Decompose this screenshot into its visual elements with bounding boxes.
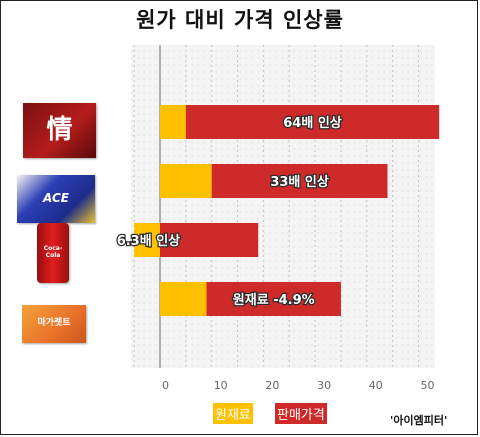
legend-raw-material: 원재료	[213, 403, 253, 424]
choco-pie-box-icon: 情	[23, 103, 96, 158]
legend-sale-price-label: 판매가격	[275, 403, 327, 424]
bar-raw-material	[160, 164, 212, 198]
bar-raw-material	[160, 105, 186, 139]
x-tick-label: 40	[369, 379, 383, 392]
x-tick-label: 10	[214, 379, 228, 392]
data-label: 64배 인상	[283, 115, 342, 131]
source-credit: '아이엠피터'	[390, 414, 448, 427]
bar-sale-price	[211, 164, 388, 198]
coca-cola-can-label: Coca-Cola	[43, 245, 63, 259]
legend-raw-material-label: 원재료	[213, 403, 253, 424]
bar-raw-material	[134, 223, 160, 257]
data-label: 6.3배 인상	[117, 233, 180, 249]
bar-sale-price	[206, 282, 341, 316]
margaret-box-label: 마가렛트	[37, 318, 71, 329]
legend-sale-price: 판매가격	[275, 403, 327, 424]
choco-pie-box-label: 情	[46, 115, 73, 146]
x-tick-label: 20	[265, 379, 279, 392]
bar-sale-price	[185, 105, 440, 139]
chart-title: 원가 대비 가격 인상률	[136, 8, 344, 32]
ace-cracker-box-label: ACE	[43, 191, 69, 206]
coca-cola-can-icon: Coca-Cola	[37, 223, 69, 283]
ace-cracker-box-icon: ACE	[17, 175, 95, 223]
bar-sale-price	[160, 223, 259, 257]
bar-raw-material	[160, 282, 207, 316]
data-label: 33배 인상	[270, 174, 329, 190]
x-tick-label: 0	[162, 379, 169, 392]
x-tick-label: 50	[421, 379, 435, 392]
margaret-box-icon: 마가렛트	[22, 305, 86, 343]
data-label: 원재료 -4.9%	[233, 293, 315, 308]
x-tick-label: 30	[317, 379, 331, 392]
